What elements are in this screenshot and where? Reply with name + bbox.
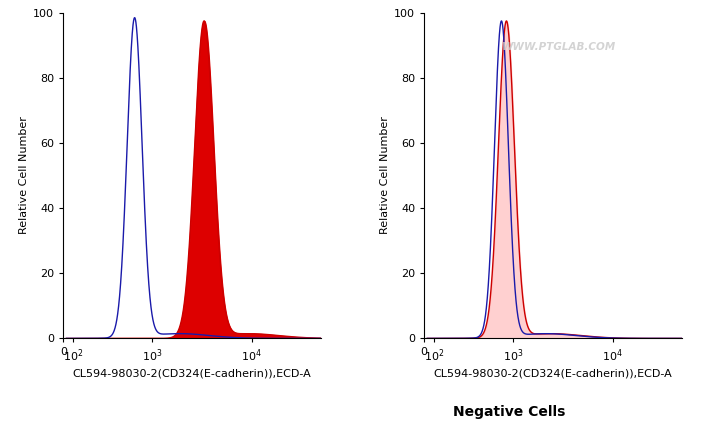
X-axis label: CL594-98030-2(CD324(E-cadherin)),ECD-A: CL594-98030-2(CD324(E-cadherin)),ECD-A	[434, 368, 672, 378]
Text: Negative Cells: Negative Cells	[453, 405, 565, 419]
X-axis label: CL594-98030-2(CD324(E-cadherin)),ECD-A: CL594-98030-2(CD324(E-cadherin)),ECD-A	[73, 368, 311, 378]
Y-axis label: Relative Cell Number: Relative Cell Number	[380, 117, 390, 234]
Y-axis label: Relative Cell Number: Relative Cell Number	[19, 117, 29, 234]
Text: WWW.PTGLAB.COM: WWW.PTGLAB.COM	[501, 42, 616, 52]
